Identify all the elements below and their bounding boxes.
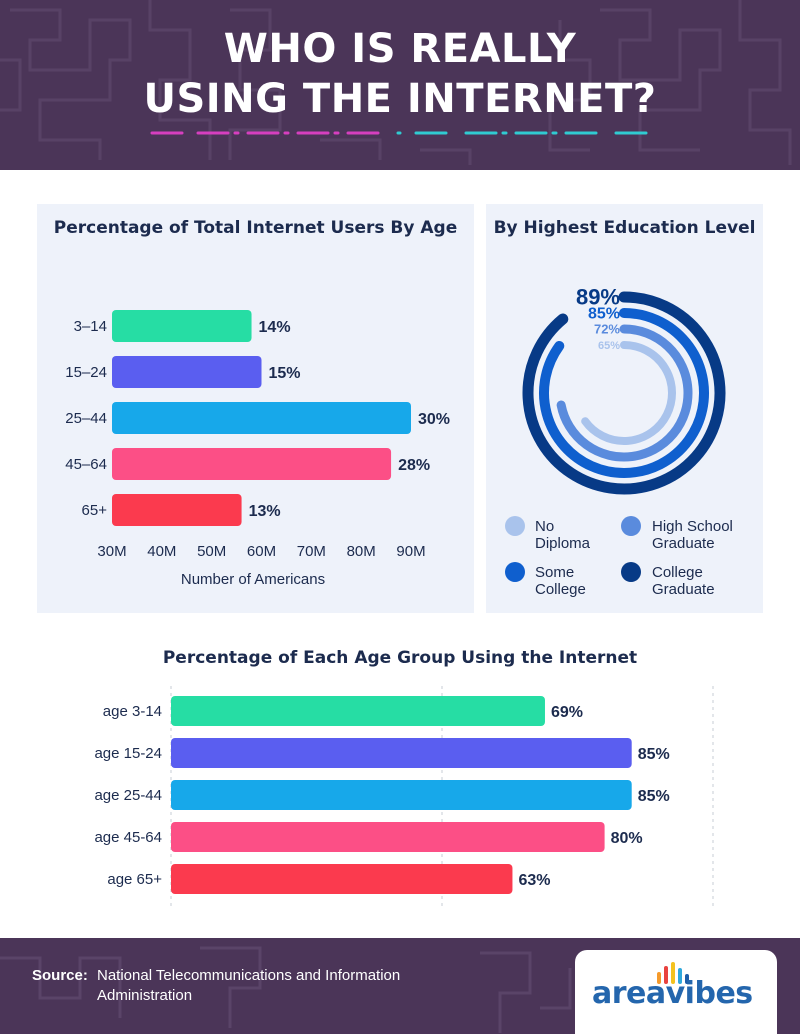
source-text: National Telecommunications and Informat…: [97, 967, 401, 1004]
age-x-tick-label: 50M: [197, 543, 226, 560]
page-title: WHO IS REALLY USING THE INTERNET?: [0, 24, 800, 124]
age-bar: [112, 494, 242, 526]
age-x-tick-label: 80M: [347, 543, 376, 560]
age-category-label: 15–24: [65, 364, 107, 381]
age-group-value-label: 69%: [551, 704, 583, 721]
legend-label-no-diploma: No Diploma: [535, 518, 591, 552]
age-category-label: 3–14: [74, 318, 107, 335]
education-arc: [539, 308, 709, 478]
age-group-bar: [171, 780, 632, 810]
legend-swatch-no-diploma: [505, 516, 525, 536]
legend-label-college-graduate: College Graduate: [652, 564, 715, 598]
legend-swatch-high-school: [621, 516, 641, 536]
education-arc: [522, 291, 726, 495]
logo-card: [575, 950, 777, 1034]
age-bar: [112, 310, 252, 342]
education-value-label: 72%: [594, 322, 620, 337]
age-category-label: 65+: [82, 502, 108, 519]
age-group-bar: [171, 864, 513, 894]
legend-label-some-college: Some College: [535, 564, 586, 598]
header-banner: WHO IS REALLY USING THE INTERNET?: [0, 0, 800, 170]
education-arc: [581, 341, 676, 445]
education-chart-title: By Highest Education Level: [493, 218, 756, 238]
age-group-label: age 15-24: [94, 745, 162, 762]
age-x-tick-label: 60M: [247, 543, 276, 560]
age-bar-value-label: 28%: [398, 457, 430, 474]
age-x-tick-label: 90M: [396, 543, 425, 560]
age-group-value-label: 80%: [611, 830, 643, 847]
logo-bars-icon: [657, 962, 689, 984]
age-users-bar-chart: 3–14 14% 15–24 15% 25–44 30% 45–64 28% 65+ 13% 30M…: [65, 310, 450, 560]
age-bar-value-label: 14%: [259, 319, 291, 336]
age-chart-x-axis-title: Number of Americans: [180, 571, 326, 588]
age-bar-value-label: 30%: [418, 411, 450, 428]
age-category-label: 25–44: [65, 410, 107, 427]
title-line-1: WHO IS REALLY: [223, 26, 577, 72]
education-chart-panel: By Highest Education Level 89% 85% 72% 65% …: [486, 204, 763, 613]
legend-swatch-college-graduate: [621, 562, 641, 582]
legend-swatch-some-college: [505, 562, 525, 582]
education-arc: [556, 324, 693, 462]
footer-maze-pattern: [0, 946, 572, 1033]
age-chart-panel: Percentage of Total Internet Users By Ag…: [37, 204, 474, 613]
maze-pattern: [0, 0, 792, 165]
title-dash-divider: [150, 131, 648, 135]
age-group-label: age 25-44: [94, 787, 162, 804]
age-x-tick-label: 70M: [297, 543, 326, 560]
education-value-label: 65%: [598, 340, 620, 352]
age-category-label: 45–64: [65, 456, 107, 473]
age-x-tick-label: 40M: [147, 543, 176, 560]
age-x-tick-label: 30M: [97, 543, 126, 560]
age-bar: [112, 402, 411, 434]
age-group-usage-bar-chart: age 3-14 69% age 15-24 85% age 25-44 85% age 4…: [94, 686, 714, 906]
source-label: Source:: [32, 967, 88, 984]
age-group-value-label: 63%: [518, 872, 550, 889]
age-group-chart-title: Percentage of Each Age Group Using the I…: [162, 648, 638, 668]
age-group-value-label: 85%: [638, 788, 670, 805]
age-group-label: age 45-64: [94, 829, 162, 846]
age-group-value-label: 85%: [638, 746, 670, 763]
education-legend: No Diploma High School Graduate Some Col…: [486, 514, 763, 609]
age-bar: [112, 356, 262, 388]
age-group-bar: [171, 822, 605, 852]
areavibes-logo: areavibes: [592, 976, 753, 1011]
age-group-label: age 3-14: [103, 703, 162, 720]
legend-label-high-school: High School Graduate: [652, 518, 733, 552]
age-group-label: age 65+: [107, 871, 162, 888]
title-line-2: USING THE INTERNET?: [143, 76, 657, 122]
education-value-label: 89%: [576, 285, 620, 310]
age-group-bar: [171, 696, 545, 726]
education-radial-chart: 89%85%72% 65%: [522, 285, 726, 495]
education-value-label: 85%: [588, 306, 620, 323]
age-bar: [112, 448, 392, 480]
age-bar-value-label: 13%: [249, 503, 281, 520]
age-chart-title: Percentage of Total Internet Users By Ag…: [53, 218, 458, 238]
age-group-bar: [171, 738, 632, 768]
age-bar-value-label: 15%: [269, 365, 301, 382]
